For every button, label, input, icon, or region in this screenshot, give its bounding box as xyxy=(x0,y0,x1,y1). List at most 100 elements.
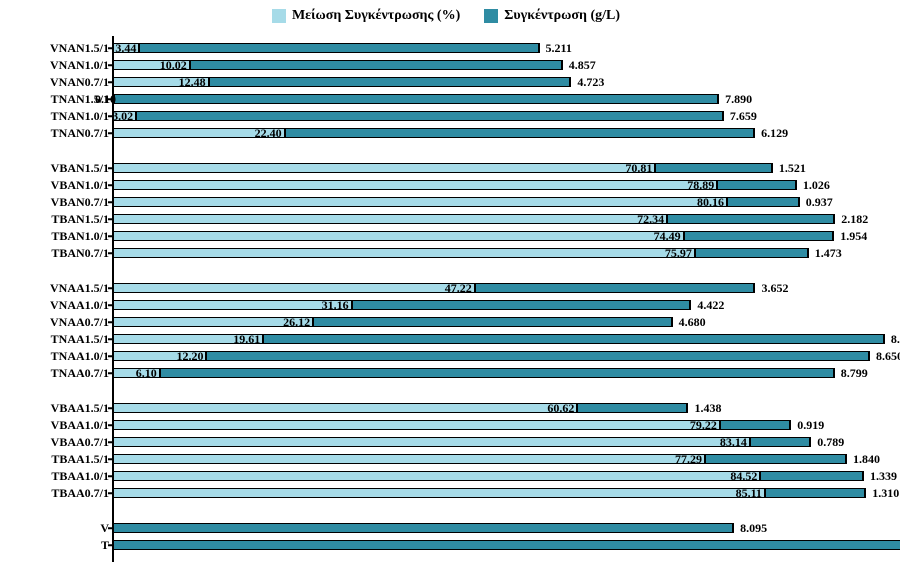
bar-area: 19.618.103 xyxy=(114,333,880,345)
value-label-concentration: 1.521 xyxy=(779,162,806,174)
bar-concentration xyxy=(210,77,572,87)
value-label-reduction: 75.97 xyxy=(665,247,692,259)
category-label: TBAA1.5/1 xyxy=(51,453,109,465)
bar-row: VNAN1.0/110.024.857 xyxy=(12,59,880,71)
bar-row: VNAA0.7/1 26.12 4.680 xyxy=(12,316,880,328)
bar-concentration xyxy=(696,248,809,258)
value-label-concentration: 1.438 xyxy=(695,402,722,414)
category-label: VNAN0.7/1 xyxy=(50,76,109,88)
value-label-concentration: 4.680 xyxy=(679,316,706,328)
value-label-reduction: 60.62 xyxy=(547,402,574,414)
bar-area: 75.971.473 xyxy=(114,247,880,259)
category-label: TNAA1.5/1 xyxy=(51,333,109,345)
category-label: TBAN1.0/1 xyxy=(51,230,109,242)
bar-area: 12.208.650 xyxy=(114,350,880,362)
value-label-concentration: 8.095 xyxy=(740,522,767,534)
bar-row: VBAA1.0/179.220.919 xyxy=(12,419,880,431)
bar-row: VBAA0.7/183.140.789 xyxy=(12,436,880,448)
category-label: VBAA1.0/1 xyxy=(51,419,109,431)
bar-row: T11.847 xyxy=(12,539,880,551)
bar-row: V8.095 xyxy=(12,522,880,534)
bar-concentration xyxy=(353,300,692,310)
value-label-reduction: 3.44 xyxy=(115,42,136,54)
bar-area: 84.521.339 xyxy=(114,470,880,482)
legend-label-concentration: Συγκέντρωση (g/L) xyxy=(504,8,620,24)
bar-concentration xyxy=(706,454,847,464)
bar-row: VBAA1.5/1 60.62 1.438 xyxy=(12,402,880,414)
category-label: VBAA1.5/1 xyxy=(51,402,109,414)
bar-area: 77.29 1.840 xyxy=(114,453,880,465)
bar-area: 6.108.799 xyxy=(114,367,880,379)
bar-area: 3.027.659 xyxy=(114,110,880,122)
bar-row: VBAN1.5/1 70.81 1.521 xyxy=(12,162,880,174)
category-label: VNAA1.0/1 xyxy=(50,299,109,311)
value-label-concentration: 7.890 xyxy=(725,93,752,105)
value-label-reduction: 47.22 xyxy=(445,282,472,294)
value-label-concentration: 0.789 xyxy=(817,436,844,448)
bar-reduction xyxy=(114,471,761,481)
value-label-reduction: 26.12 xyxy=(283,316,310,328)
legend-label-reduction: Μείωση Συγκέντρωσης (%) xyxy=(292,8,460,24)
bar-concentration xyxy=(685,231,835,241)
value-label-reduction: 77.29 xyxy=(675,453,702,465)
plot-area: VNAN1.5/13.445.211VNAN1.0/110.024.857VNA… xyxy=(12,36,880,562)
value-label-concentration: 3.652 xyxy=(761,282,788,294)
legend-swatch-concentration xyxy=(484,9,498,23)
value-label-concentration: 4.723 xyxy=(577,76,604,88)
bar-concentration xyxy=(114,540,900,550)
bar-concentration xyxy=(721,420,791,430)
value-label-reduction: 31.16 xyxy=(322,299,349,311)
bar-area: 78.891.026 xyxy=(114,179,880,191)
bar-reduction xyxy=(114,163,656,173)
chart-container: Μείωση Συγκέντρωσης (%) Συγκέντρωση (g/L… xyxy=(0,0,900,588)
category-label: TBAA0.7/1 xyxy=(51,487,109,499)
category-label: VNAN1.0/1 xyxy=(50,59,109,71)
value-label-concentration: 1.026 xyxy=(803,179,830,191)
value-label-concentration: 0.937 xyxy=(806,196,833,208)
bar-reduction xyxy=(114,180,718,190)
bar-reduction xyxy=(114,488,766,498)
value-label-reduction: 19.61 xyxy=(233,333,260,345)
bar-concentration xyxy=(191,60,563,70)
category-label: TBAN1.5/1 xyxy=(51,213,109,225)
category-label: TBAA1.0/1 xyxy=(51,470,109,482)
category-label: VNAA0.7/1 xyxy=(50,316,109,328)
legend: Μείωση Συγκέντρωσης (%) Συγκέντρωση (g/L… xyxy=(12,8,880,24)
value-label-concentration: 4.422 xyxy=(697,299,724,311)
value-label-concentration: 8.650 xyxy=(876,350,900,362)
bar-concentration xyxy=(314,317,672,327)
bar-row: TBAA1.5/1 77.29 1.840 xyxy=(12,453,880,465)
value-label-reduction: 80.16 xyxy=(697,196,724,208)
category-label: TNAA1.0/1 xyxy=(51,350,109,362)
bar-row: TBAN0.7/175.971.473 xyxy=(12,247,880,259)
value-label-reduction: 0.10 xyxy=(95,93,116,105)
bar-reduction xyxy=(114,403,578,413)
bar-row: VNAA1.5/1 47.22 3.652 xyxy=(12,282,880,294)
bar-area: 3.44 5.211 xyxy=(114,42,880,54)
bar-row: TBAN1.0/174.491.954 xyxy=(12,230,880,242)
value-label-reduction: 70.81 xyxy=(625,162,652,174)
value-label-reduction: 79.22 xyxy=(690,419,717,431)
value-label-concentration: 5.211 xyxy=(546,42,572,54)
bar-area: 8.095 xyxy=(114,522,880,534)
bar-concentration xyxy=(207,351,870,361)
bar-row: TBAN1.5/172.342.182 xyxy=(12,213,880,225)
bar-reduction xyxy=(114,214,668,224)
bar-reduction xyxy=(114,437,751,447)
bar-concentration xyxy=(161,368,835,378)
bar-concentration xyxy=(718,180,797,190)
bar-row: TNAA0.7/16.108.799 xyxy=(12,367,880,379)
bar-reduction xyxy=(114,420,721,430)
bar-concentration xyxy=(264,334,885,344)
category-label: VBAA0.7/1 xyxy=(51,436,109,448)
bar-reduction xyxy=(114,197,728,207)
bar-concentration xyxy=(140,43,539,53)
bar-row: TNAN1.0/1 3.027.659 xyxy=(12,110,880,122)
value-label-reduction: 84.52 xyxy=(730,470,757,482)
category-label: VBAN1.5/1 xyxy=(51,162,109,174)
category-label: TNAN1.0/1 xyxy=(51,110,109,122)
value-label-concentration: 1.840 xyxy=(853,453,880,465)
value-label-reduction: 74.49 xyxy=(654,230,681,242)
bar-row: VBAN0.7/180.160.937 xyxy=(12,196,880,208)
category-label: VNAA1.5/1 xyxy=(50,282,109,294)
